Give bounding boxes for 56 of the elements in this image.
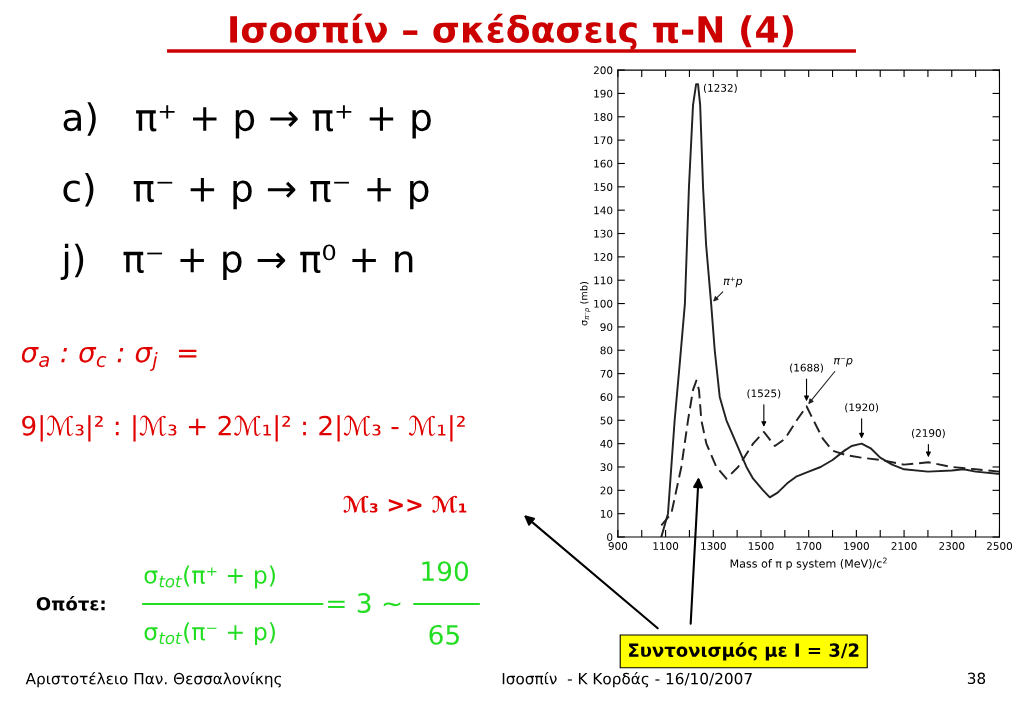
x-tick-label: 1300 [701,542,726,550]
y-tick-label: 20 [600,486,613,495]
x-tick-label: 1700 [796,542,822,550]
annotation: (1232) [703,83,737,94]
y-tick-label: 0 [607,533,613,542]
text: σ$_{tot}$(π⁺ + p) [144,565,275,589]
y-tick-label: 110 [594,276,613,285]
text: a) π⁺ + p → π⁺ + p [63,102,431,139]
y-tick-label: 150 [594,183,613,191]
x-tick-label: 1900 [844,542,869,550]
y-tick-label: 90 [600,323,613,332]
text: 38 [967,672,986,685]
y-tick-label: 120 [594,253,613,261]
y-tick-label: 60 [600,393,613,402]
annotation: (1920) [845,403,879,413]
y-tick-label: 160 [594,159,613,168]
x-tick-label: 2500 [986,542,1013,550]
text: c) π⁻ + p → π⁻ + p [63,173,429,210]
x-tick-label: 2300 [939,542,965,550]
text: σ$_{a}$ : σ$_{c}$ : σ$_{j}$ = [21,347,197,371]
y-tick-label: 190 [594,89,613,98]
x-tick-label: 2100 [891,542,917,550]
text: ℳ₃ >> ℳ₁ [343,495,467,513]
y-tick-label: 130 [594,229,613,238]
y-tick-label: 30 [600,463,613,472]
text: Οπότε: [36,595,105,611]
annotation: (1525) [747,389,781,399]
x-tick-label: 1500 [748,542,774,550]
y-tick-label: 50 [600,416,613,425]
y-tick-label: 40 [600,439,613,448]
y-tick-label: 80 [600,346,613,355]
y-tick-label: 70 [600,369,613,378]
y-tick-label: 100 [594,299,613,308]
text: Αριστοτέλειο Παν. Θεσσαλονίκης [25,671,282,688]
text: 190 [422,561,469,582]
annotation: (1688) [790,363,823,373]
text: π⁻p [833,358,853,367]
chart-title: Ισοσπίν – σκέδασεις π-N (4) [230,13,793,51]
text: 9|ℳ₃|² : |ℳ₃ + 2ℳ₁|² : 2|ℳ₃ - ℳ₁|² [22,415,465,442]
y-axis-title: σ$_{π⁻p}$ (mb) [579,282,591,326]
x-tick-label: 900 [608,542,628,550]
text: Ισοσπίν - Κ Κορδάς - 16/10/2007 [502,671,752,688]
text: 65 [429,624,459,645]
text: Συντονισμός με I = 3/2 [629,642,859,661]
annotation: (2190) [911,428,945,439]
y-tick-label: 10 [600,509,613,518]
text: j) π⁻ + p → π⁰ + n [60,243,413,281]
text: σ$_{tot}$(π⁻ + p) [144,622,275,646]
text: = 3 ~ [328,593,401,613]
y-tick-label: 170 [594,136,613,145]
x-axis-title: Mass of π p system (MeV)/c$^{2}$ [730,557,887,570]
y-tick-label: 180 [594,113,613,121]
y-tick-label: 140 [594,206,613,215]
series-label: π⁺p [723,277,743,288]
y-tick-label: 200 [593,66,613,75]
x-tick-label: 1100 [653,542,679,550]
